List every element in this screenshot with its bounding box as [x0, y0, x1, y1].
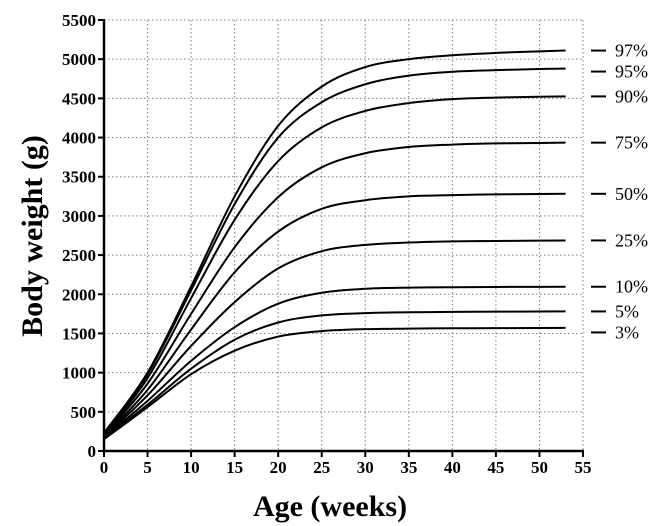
y-tick-label: 5500: [62, 11, 96, 30]
percentile-curves: [103, 49, 566, 441]
percentile-curve-25pct: [103, 239, 566, 438]
x-tick-label: 35: [400, 458, 417, 477]
x-tick-label: 15: [226, 458, 243, 477]
percentile-curve-50pct: [103, 192, 566, 437]
percentile-curve-10pct: [103, 285, 566, 439]
x-tick-label: 10: [183, 458, 200, 477]
percentile-curve-75pct: [103, 141, 566, 436]
x-tick-label: 0: [100, 458, 109, 477]
x-tick-label: 45: [487, 458, 504, 477]
y-tick-label: 1500: [62, 324, 96, 343]
axes: 0500100015002000250030003500400045005000…: [62, 11, 592, 477]
y-tick-label: 1000: [62, 364, 96, 383]
percentile-label: 5%: [615, 301, 639, 321]
y-tick-label: 2500: [62, 246, 96, 265]
x-tick-label: 5: [143, 458, 152, 477]
percentile-labels: 97%95% 90% 75% 50% 25% 10% 5%3%: [591, 41, 648, 342]
percentile-curve-5pct: [103, 310, 566, 440]
y-axis-title: Body weight (g): [16, 135, 49, 337]
y-tick-label: 0: [88, 442, 97, 461]
x-tick-label: 30: [357, 458, 374, 477]
percentile-label: 25%: [615, 230, 648, 250]
percentile-label: 10%: [615, 277, 648, 297]
percentile-label: 75%: [615, 133, 648, 153]
percentile-curve-95pct: [103, 67, 566, 435]
percentile-label: 97%: [615, 41, 648, 61]
x-axis-title: Age (weeks): [253, 490, 407, 523]
y-tick-label: 500: [71, 403, 97, 422]
y-tick-label: 4500: [62, 89, 96, 108]
y-tick-label: 3500: [62, 168, 96, 187]
y-tick-label: 2000: [62, 285, 96, 304]
y-tick-label: 5000: [62, 50, 96, 69]
x-tick-label: 55: [575, 458, 592, 477]
percentile-curve-3pct: [103, 326, 566, 441]
percentile-label: 50%: [615, 184, 648, 204]
percentile-curve-90pct: [103, 95, 566, 436]
y-tick-label: 4000: [62, 129, 96, 148]
x-tick-label: 20: [270, 458, 287, 477]
percentile-label: 95%: [615, 62, 648, 82]
percentile-label: 3%: [615, 322, 639, 342]
x-tick-label: 50: [531, 458, 548, 477]
percentile-label: 90%: [615, 86, 648, 106]
x-tick-label: 25: [313, 458, 330, 477]
x-tick-label: 40: [444, 458, 461, 477]
y-tick-label: 3000: [62, 207, 96, 226]
percentile-curve-97pct: [103, 49, 566, 434]
